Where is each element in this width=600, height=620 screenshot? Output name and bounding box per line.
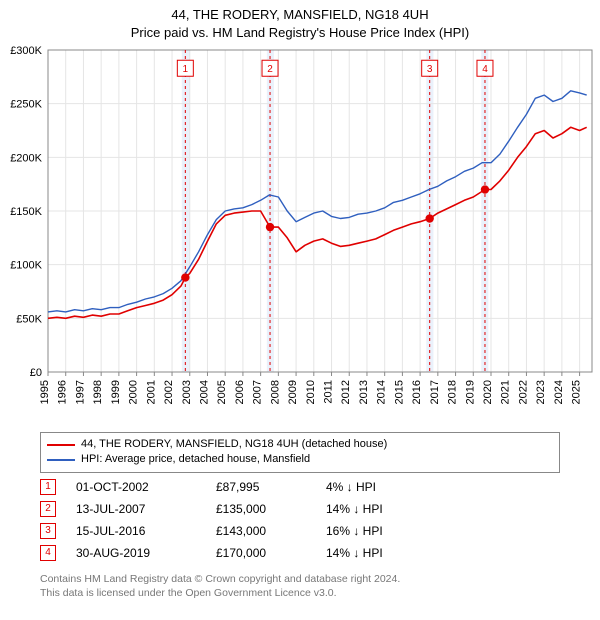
svg-text:2019: 2019 — [464, 380, 476, 404]
transaction-row: 1 01-OCT-2002£87,9954% ↓ HPI — [40, 476, 560, 498]
price-chart: £0 £50K £100K £150K £200K £250K £300K 1995 1996 1… — [0, 42, 600, 428]
svg-text:2015: 2015 — [393, 380, 405, 404]
transaction-date: 30-AUG-2019 — [76, 546, 216, 560]
svg-text:2011: 2011 — [323, 380, 335, 404]
svg-text:£50K: £50K — [16, 313, 42, 325]
svg-text:2016: 2016 — [411, 380, 423, 404]
svg-text:2013: 2013 — [358, 380, 370, 404]
svg-text:2010: 2010 — [305, 380, 317, 404]
svg-text:1996: 1996 — [57, 380, 69, 404]
svg-text:2024: 2024 — [553, 380, 565, 404]
transaction-row: 2 13-JUL-2007£135,00014% ↓ HPI — [40, 498, 560, 520]
transaction-date: 01-OCT-2002 — [76, 480, 216, 494]
svg-text:2025: 2025 — [571, 380, 583, 404]
legend-box: 44, THE RODERY, MANSFIELD, NG18 4UH (det… — [40, 432, 560, 473]
footer-line-2: This data is licensed under the Open Gov… — [40, 586, 400, 600]
svg-text:£0: £0 — [30, 367, 42, 379]
title-line-2: Price paid vs. HM Land Registry's House … — [0, 24, 600, 42]
svg-text:2002: 2002 — [163, 380, 175, 404]
transaction-date: 15-JUL-2016 — [76, 524, 216, 538]
svg-text:2009: 2009 — [287, 380, 299, 404]
legend-row: 44, THE RODERY, MANSFIELD, NG18 4UH (det… — [47, 437, 553, 452]
svg-text:2003: 2003 — [181, 380, 193, 404]
svg-text:2006: 2006 — [234, 380, 246, 404]
transaction-price: £143,000 — [216, 524, 326, 538]
svg-text:3: 3 — [427, 64, 433, 75]
svg-text:4: 4 — [482, 64, 488, 75]
footer-attribution: Contains HM Land Registry data © Crown c… — [40, 572, 400, 600]
svg-text:1998: 1998 — [92, 380, 104, 404]
transaction-date: 13-JUL-2007 — [76, 502, 216, 516]
svg-text:2001: 2001 — [145, 380, 157, 404]
legend-swatch — [47, 459, 75, 461]
svg-text:1: 1 — [183, 64, 189, 75]
svg-text:2022: 2022 — [517, 380, 529, 404]
transaction-badge: 3 — [40, 523, 56, 539]
chart-title-block: 44, THE RODERY, MANSFIELD, NG18 4UH Pric… — [0, 0, 600, 41]
transaction-badge: 4 — [40, 545, 56, 561]
transaction-price: £135,000 — [216, 502, 326, 516]
svg-text:2004: 2004 — [198, 380, 210, 404]
svg-text:£250K: £250K — [10, 99, 42, 111]
legend-label: HPI: Average price, detached house, Mans… — [81, 452, 310, 467]
svg-text:2021: 2021 — [500, 380, 512, 404]
svg-text:2: 2 — [267, 64, 273, 75]
svg-text:2018: 2018 — [447, 380, 459, 404]
footer-line-1: Contains HM Land Registry data © Crown c… — [40, 572, 400, 586]
transaction-price: £87,995 — [216, 480, 326, 494]
svg-text:2000: 2000 — [128, 380, 140, 404]
transaction-price: £170,000 — [216, 546, 326, 560]
svg-text:2007: 2007 — [252, 380, 264, 404]
transaction-diff: 4% ↓ HPI — [326, 480, 436, 494]
svg-text:2005: 2005 — [216, 380, 228, 404]
svg-text:2014: 2014 — [376, 380, 388, 404]
svg-text:2020: 2020 — [482, 380, 494, 404]
svg-text:£150K: £150K — [10, 206, 42, 218]
svg-text:£100K: £100K — [10, 260, 42, 272]
svg-text:1997: 1997 — [74, 380, 86, 404]
svg-text:2008: 2008 — [269, 380, 281, 404]
transaction-row: 4 30-AUG-2019£170,00014% ↓ HPI — [40, 542, 560, 564]
legend-label: 44, THE RODERY, MANSFIELD, NG18 4UH (det… — [81, 437, 387, 452]
svg-text:1995: 1995 — [39, 380, 51, 404]
svg-text:2012: 2012 — [340, 380, 352, 404]
legend-row: HPI: Average price, detached house, Mans… — [47, 452, 553, 467]
transactions-table: 101-OCT-2002£87,9954% ↓ HPI213-JUL-2007£… — [40, 476, 560, 564]
transaction-diff: 14% ↓ HPI — [326, 502, 436, 516]
svg-text:1999: 1999 — [110, 380, 122, 404]
svg-text:2017: 2017 — [429, 380, 441, 404]
transaction-diff: 16% ↓ HPI — [326, 524, 436, 538]
svg-text:£200K: £200K — [10, 152, 42, 164]
transaction-row: 3 15-JUL-2016£143,00016% ↓ HPI — [40, 520, 560, 542]
legend-swatch — [47, 444, 75, 446]
transaction-diff: 14% ↓ HPI — [326, 546, 436, 560]
svg-text:2023: 2023 — [535, 380, 547, 404]
transaction-badge: 1 — [40, 479, 56, 495]
title-line-1: 44, THE RODERY, MANSFIELD, NG18 4UH — [0, 6, 600, 24]
transaction-badge: 2 — [40, 501, 56, 517]
chart-svg: £0 £50K £100K £150K £200K £250K £300K 1995 1996 1… — [0, 42, 600, 428]
svg-text:£300K: £300K — [10, 45, 42, 57]
